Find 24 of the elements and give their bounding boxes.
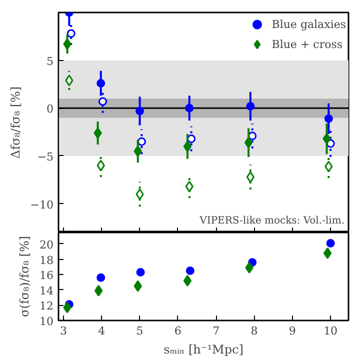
legend-label: Blue + cross	[272, 38, 342, 50]
y-tick-label: 20	[40, 238, 54, 252]
x-tick-label: 6	[174, 324, 182, 338]
x-tick-label: 8	[250, 324, 258, 338]
y-axis-title: Δfσ₈/fσ₈ [%]	[8, 86, 22, 159]
x-tick-label: 3	[60, 324, 67, 338]
y-tick-label: −10	[30, 198, 54, 212]
y-tick-label: −5	[37, 150, 54, 164]
y-tick-label: 5	[46, 54, 54, 68]
y-tick-label: 16	[40, 269, 54, 282]
x-tick-label: 7	[212, 324, 220, 338]
legend-label: Blue galaxies	[272, 18, 346, 30]
x-tick-label: 10	[324, 324, 338, 338]
x-tick-label: 4	[98, 324, 106, 338]
y-tick-label: 0	[46, 102, 54, 116]
y-tick-label: 10	[40, 315, 54, 328]
annotation: VIPERS-like mocks: Vol.-lim.	[198, 216, 344, 226]
x-tick-label: 5	[136, 324, 144, 338]
x-axis-title: sₘᵢₙ [h⁻¹Mpc]	[164, 342, 244, 356]
y-tick-label: 14	[40, 284, 54, 298]
x-tick-label: 9	[288, 324, 296, 338]
y-axis-title: σ(fσ₈)/fσ₈ [%]	[18, 236, 32, 318]
y-tick-label: 12	[40, 300, 54, 313]
y-tick-label: 18	[40, 254, 54, 267]
